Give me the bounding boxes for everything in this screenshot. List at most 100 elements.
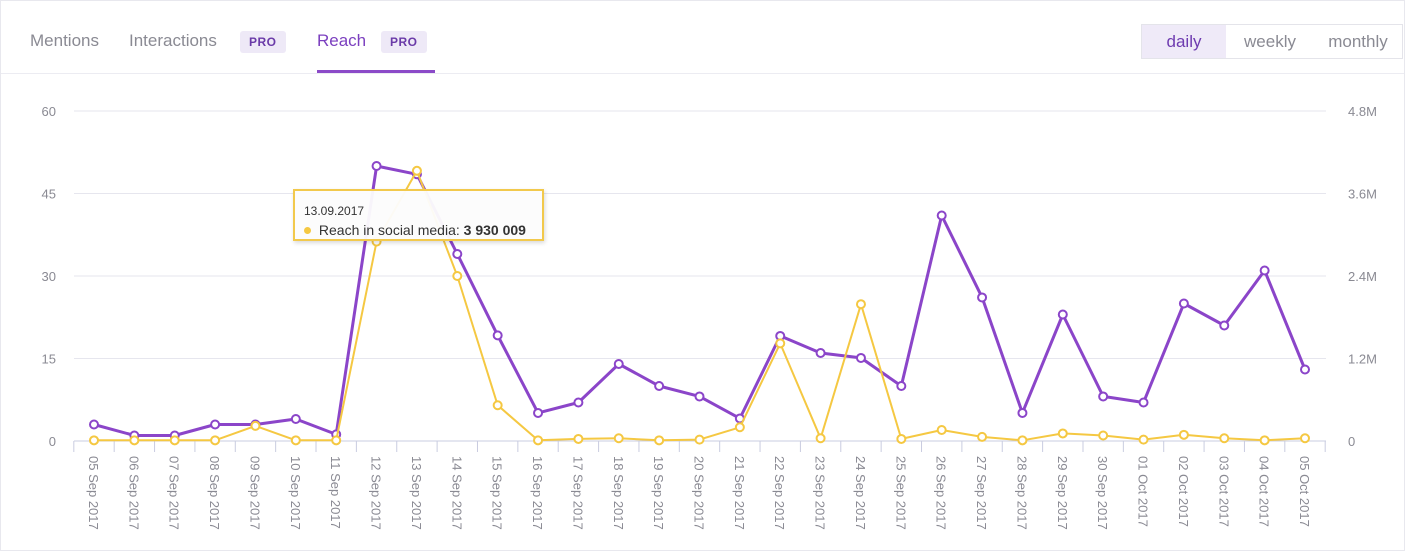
mentions-point: [1098, 391, 1109, 402]
reach-point: [613, 433, 624, 444]
x-tick-label: 24 Sep 2017: [853, 456, 868, 530]
mentions-point: [290, 414, 301, 424]
x-tick-label: 12 Sep 2017: [369, 456, 384, 530]
right-tick-label: 2.4M: [1348, 269, 1377, 284]
left-tick-label: 45: [42, 187, 56, 202]
x-tick-label: 14 Sep 2017: [449, 456, 464, 530]
x-axis: 05 Sep 2017 06 Sep 2017 07 Sep 2017 08 Sep …: [73, 440, 1326, 530]
reach-point: [936, 425, 947, 435]
x-tick-label: 07 Sep 2017: [167, 456, 182, 530]
x-tick-label: 21 Sep 2017: [732, 456, 747, 530]
mentions-point: [371, 161, 382, 171]
pro-badge-reach: PRO: [381, 31, 427, 53]
left-tick-label: 30: [42, 269, 56, 284]
tooltip-series-dot: [304, 227, 311, 234]
x-tick-label: 05 Sep 2017: [86, 456, 101, 530]
reach-point: [169, 435, 180, 446]
active-tab-indicator: [317, 70, 435, 73]
mentions-point: [533, 407, 544, 418]
x-tick-label: 17 Sep 2017: [570, 456, 585, 530]
reach-point: [89, 435, 99, 446]
x-tick-label: 29 Sep 2017: [1055, 456, 1070, 530]
reach-point: [977, 431, 988, 442]
x-tick-label: 11 Sep 2017: [328, 456, 343, 529]
x-tick-label: 05 Oct 2017: [1297, 456, 1312, 527]
grid-lines: [74, 110, 1326, 359]
mentions-point: [89, 419, 99, 430]
tooltip-date: 13.09.2017: [304, 204, 365, 218]
right-tick-label: 1.2M: [1348, 352, 1377, 367]
reach-point: [250, 420, 261, 431]
x-tick-label: 10 Sep 2017: [288, 456, 303, 530]
reach-point: [573, 433, 584, 444]
x-tick-label: 23 Sep 2017: [813, 456, 828, 530]
left-tick-label: 0: [49, 434, 56, 449]
reach-point: [855, 299, 866, 310]
mentions-point: [936, 210, 947, 221]
x-tick-label: 30 Sep 2017: [1095, 456, 1110, 530]
chart-tooltip: 13.09.2017 Reach in social media: 3 930 …: [293, 189, 544, 241]
x-tick-label: 09 Sep 2017: [247, 456, 262, 530]
reach-point: [533, 435, 544, 446]
left-tick-label: 15: [42, 352, 56, 367]
mentions-point: [694, 391, 705, 402]
mentions-point: [855, 352, 866, 363]
x-tick-label: 16 Sep 2017: [530, 456, 545, 530]
period-monthly-button[interactable]: monthly: [1328, 32, 1388, 51]
x-tick-label: 06 Sep 2017: [126, 456, 141, 530]
right-tick-label: 3.6M: [1348, 187, 1377, 202]
pro-badge-interactions: PRO: [240, 31, 286, 53]
mentions-point: [896, 381, 907, 391]
mentions-point: [452, 249, 463, 259]
x-tick-label: 01 Oct 2017: [1136, 456, 1151, 527]
tab-reach[interactable]: Reach: [317, 31, 367, 50]
reach-point: [815, 433, 826, 444]
reach-point: [1300, 433, 1310, 444]
mentions-point: [613, 359, 624, 369]
reach-point: [129, 435, 140, 446]
x-tick-label: 18 Sep 2017: [611, 456, 626, 530]
x-tick-label: 26 Sep 2017: [934, 456, 949, 530]
x-tick-label: 19 Sep 2017: [651, 456, 666, 530]
tooltip-label: Reach in social media:: [318, 222, 460, 238]
mentions-point: [815, 348, 826, 358]
x-tick-label: 13 Sep 2017: [409, 456, 424, 530]
right-tick-label: 0: [1348, 434, 1355, 449]
right-tick-label: 4.8M: [1348, 104, 1377, 119]
mentions-point: [977, 292, 988, 303]
period-daily-button[interactable]: daily: [1142, 25, 1226, 58]
reach-point: [734, 422, 745, 433]
reach-point: [1178, 429, 1189, 440]
reach-point: [1057, 428, 1068, 439]
x-tick-label: 04 Oct 2017: [1257, 456, 1272, 527]
series-group: [89, 161, 1310, 446]
mentions-point: [1057, 309, 1068, 320]
tab-bar: Mentions Interactions PRO Reach PRO dail…: [1, 1, 1404, 74]
period-weekly-button[interactable]: weekly: [1244, 32, 1296, 51]
mentions-point: [1017, 407, 1028, 418]
mentions-point: [1300, 364, 1310, 375]
x-tick-label: 15 Sep 2017: [490, 456, 505, 530]
x-tick-label: 03 Oct 2017: [1216, 456, 1231, 527]
tab-interactions[interactable]: Interactions: [129, 31, 217, 50]
reach-point: [452, 271, 463, 281]
x-tick-label: 27 Sep 2017: [974, 456, 989, 530]
reach-point: [1017, 435, 1028, 446]
mentions-point: [1138, 397, 1149, 408]
reach-point: [1098, 430, 1109, 441]
mentions-point: [654, 381, 665, 391]
x-tick-label: 08 Sep 2017: [207, 456, 222, 530]
mentions-point: [210, 419, 221, 430]
period-switcher: daily weekly monthly: [1141, 24, 1403, 59]
mentions-point: [1259, 265, 1270, 276]
mentions-point: [1178, 298, 1189, 309]
x-tick-label: 20 Sep 2017: [692, 456, 707, 530]
x-tick-label: 25 Sep 2017: [893, 456, 908, 530]
tab-mentions[interactable]: Mentions: [30, 31, 99, 50]
left-tick-label: 60: [42, 104, 56, 119]
reach-point: [775, 338, 786, 349]
reach-point: [1259, 435, 1270, 446]
x-tick-label: 22 Sep 2017: [772, 456, 787, 530]
tooltip-row: Reach in social media: 3 930 009: [304, 222, 526, 238]
